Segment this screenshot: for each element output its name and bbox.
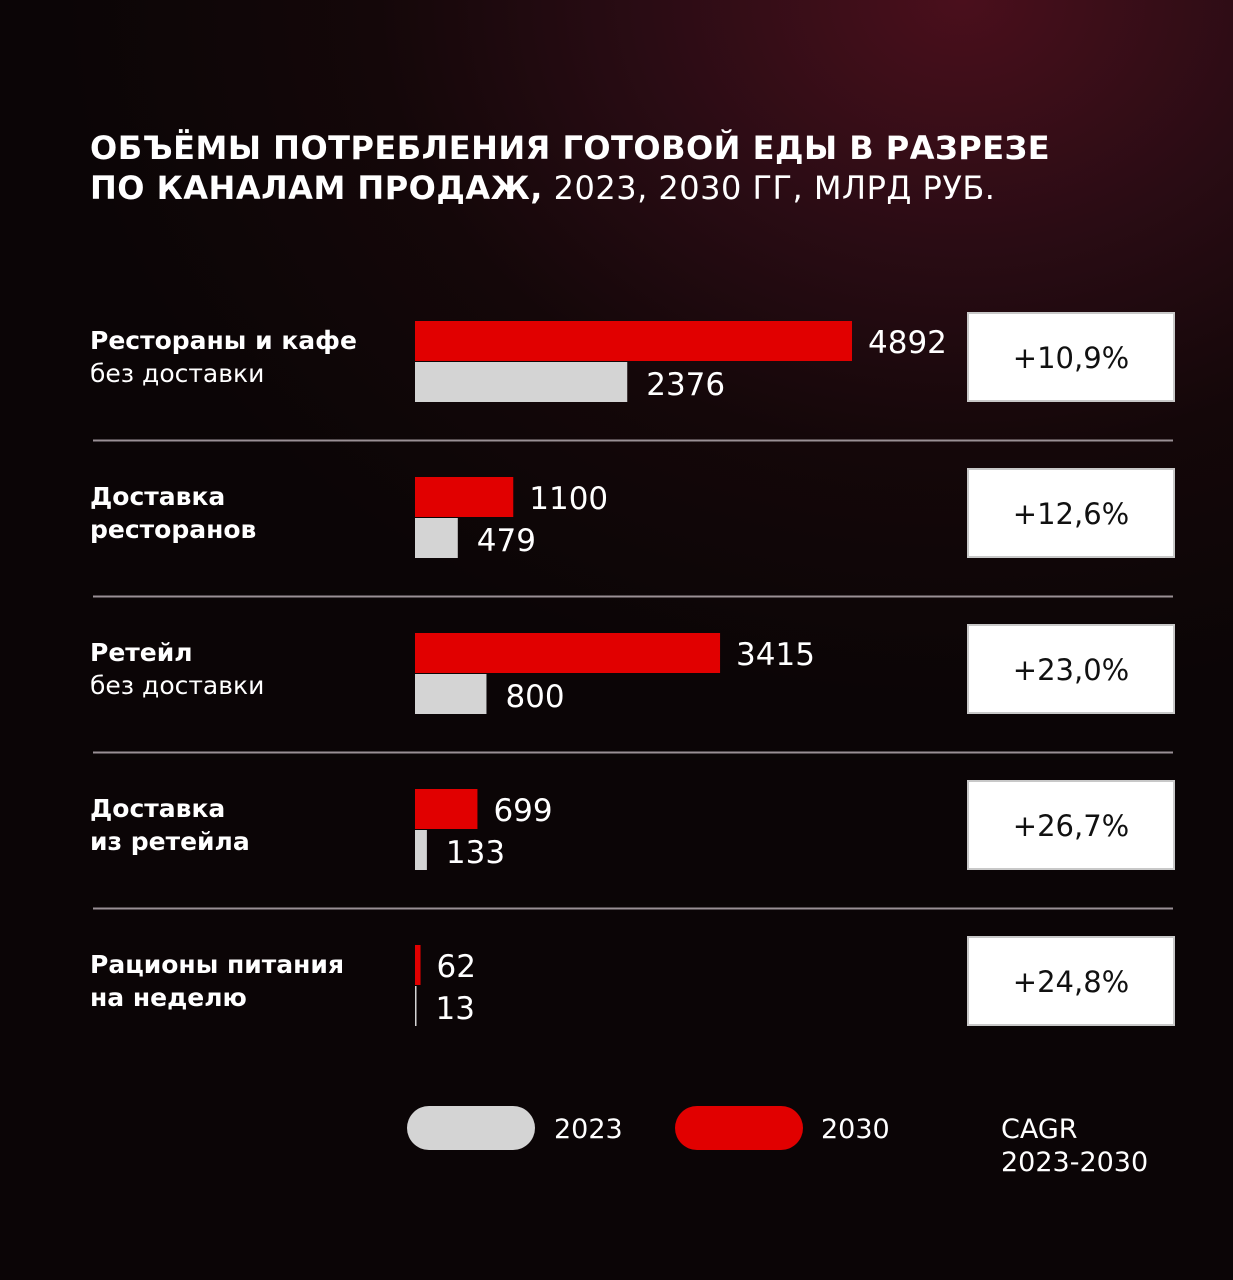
legend-swatch-2023 [407, 1106, 535, 1150]
legend-label-2030: 2030 [821, 1114, 890, 1145]
value-label-2030: 1100 [529, 481, 608, 517]
category-label-line2: ресторанов [90, 515, 256, 544]
legend-cagr-period: 2023-2030 [1001, 1147, 1148, 1178]
category-sublabel: без доставки [90, 671, 264, 700]
category-sublabel: без доставки [90, 359, 264, 388]
cagr-box [967, 780, 1175, 870]
cagr-value: +24,8% [1013, 965, 1129, 999]
value-label-2023: 479 [477, 523, 536, 559]
cagr-box [967, 312, 1175, 402]
legend-swatch-2030 [675, 1106, 803, 1150]
value-label-2030: 3415 [736, 637, 815, 673]
category-label-line2: из ретейла [90, 827, 250, 856]
cagr-value: +26,7% [1013, 809, 1129, 843]
cagr-value: +23,0% [1013, 653, 1129, 687]
bar-2023 [415, 674, 487, 714]
title-line2-bold: ПО КАНАЛАМ ПРОДАЖ, [90, 169, 543, 207]
bar-2023 [415, 986, 417, 1026]
bar-2023 [415, 362, 628, 402]
category-label-line2: на неделю [90, 983, 247, 1012]
cagr-box [967, 468, 1175, 558]
cagr-value: +10,9% [1013, 341, 1129, 375]
category-label: Доставка [90, 794, 225, 823]
legend-label-2023: 2023 [554, 1114, 623, 1145]
category-label: Рестораны и кафе [90, 326, 357, 355]
title-line2-light: 2023, 2030 ГГ, МЛРД РУБ. [542, 169, 996, 207]
cagr-box [967, 624, 1175, 714]
bar-2030 [415, 633, 721, 673]
value-label-2023: 2376 [646, 367, 725, 403]
category-label: Доставка [90, 482, 225, 511]
category-label: Рационы питания [90, 950, 344, 979]
bar-2030 [415, 321, 852, 361]
value-label-2030: 62 [437, 949, 476, 985]
value-label-2030: 4892 [868, 325, 947, 361]
value-label-2030: 699 [493, 793, 552, 829]
bar-2030 [415, 789, 478, 829]
bar-2023 [415, 518, 458, 558]
title-line1: ОБЪЁМЫ ПОТРЕБЛЕНИЯ ГОТОВОЙ ЕДЫ В РАЗРЕЗЕ [90, 129, 1051, 167]
bar-2023 [415, 830, 427, 870]
chart-title: ОБЪЁМЫ ПОТРЕБЛЕНИЯ ГОТОВОЙ ЕДЫ В РАЗРЕЗЕ… [90, 128, 1170, 208]
bar-2030 [415, 945, 421, 985]
legend-cagr-label: CAGR [1001, 1114, 1078, 1145]
cagr-value: +12,6% [1013, 497, 1129, 531]
bar-2030 [415, 477, 514, 517]
value-label-2023: 13 [436, 991, 475, 1027]
cagr-box [967, 936, 1175, 1026]
category-label: Ретейл [90, 638, 193, 667]
value-label-2023: 133 [446, 835, 505, 871]
value-label-2023: 800 [505, 679, 564, 715]
